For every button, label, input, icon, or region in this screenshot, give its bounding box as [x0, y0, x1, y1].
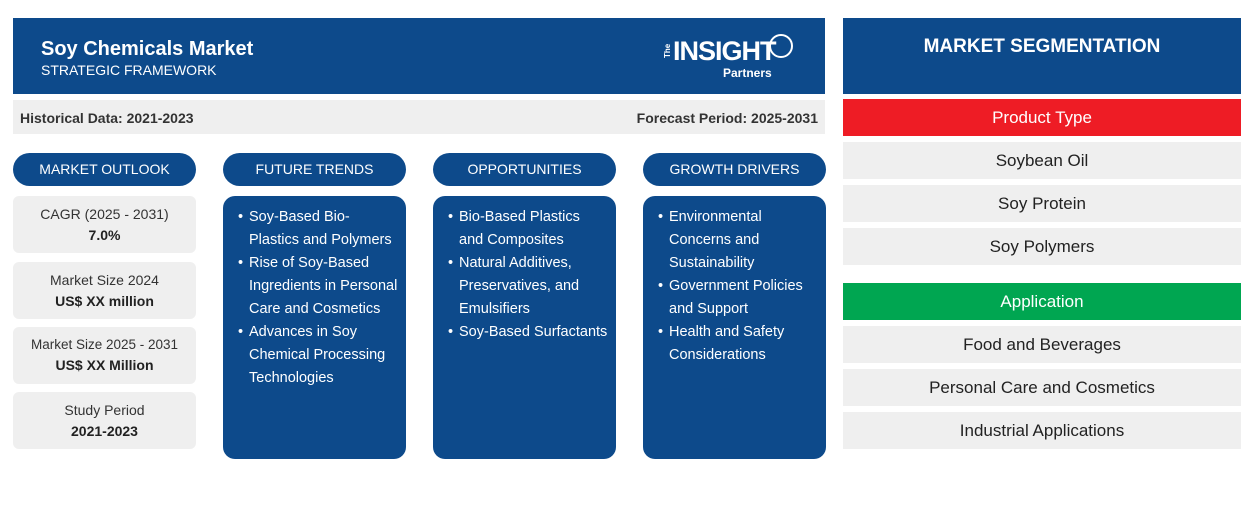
list-item: Environmental Concerns and Sustainabilit… — [658, 206, 818, 275]
stat-value: US$ XX million — [55, 293, 154, 309]
logo-partners: Partners — [723, 66, 772, 80]
segment-item: Personal Care and Cosmetics — [843, 369, 1241, 406]
outlook-market-size-2024: Market Size 2024 US$ XX million — [13, 262, 196, 319]
list-item: Health and Safety Considerations — [658, 321, 818, 367]
growth-drivers-heading: GROWTH DRIVERS — [643, 153, 826, 186]
segment-item: Soy Polymers — [843, 228, 1241, 265]
list-item: Advances in Soy Chemical Processing Tech… — [238, 321, 398, 390]
stat-value: US$ XX Million — [55, 357, 154, 373]
list-item: Government Policies and Support — [658, 275, 818, 321]
logo-insight: INSIGHT — [673, 36, 777, 66]
future-trends-heading: FUTURE TRENDS — [223, 153, 406, 186]
stat-label: CAGR (2025 - 2031) — [40, 206, 169, 222]
segment-item: Industrial Applications — [843, 412, 1241, 449]
application-heading: Application — [843, 283, 1241, 320]
page-title: Soy Chemicals Market — [41, 38, 254, 60]
stat-label: Study Period — [64, 402, 145, 418]
growth-drivers-panel: Environmental Concerns and Sustainabilit… — [643, 196, 826, 459]
period-bar: Historical Data: 2021-2023 Forecast Peri… — [13, 100, 825, 134]
outlook-study-period: Study Period 2021-2023 — [13, 392, 196, 449]
stat-value: 7.0% — [88, 227, 121, 243]
historical-data: Historical Data: 2021-2023 — [20, 110, 194, 126]
outlook-cagr: CAGR (2025 - 2031) 7.0% — [13, 196, 196, 253]
stat-label: Market Size 2025 - 2031 — [30, 337, 179, 352]
list-item: Natural Additives, Preservatives, and Em… — [448, 252, 608, 321]
list-item: Soy-Based Bio-Plastics and Polymers — [238, 206, 398, 252]
segment-item: Soy Protein — [843, 185, 1241, 222]
segment-item: Food and Beverages — [843, 326, 1241, 363]
segment-item: Soybean Oil — [843, 142, 1241, 179]
outlook-market-size-forecast: Market Size 2025 - 2031 US$ XX Million — [13, 327, 196, 384]
logo-the: The — [663, 43, 672, 58]
stat-label: Market Size 2024 — [50, 272, 159, 288]
market-segmentation-title: MARKET SEGMENTATION — [843, 18, 1241, 94]
insight-partners-logo: The INSIGHT Partners — [663, 32, 803, 84]
opportunities-panel: Bio-Based Plastics and Composites Natura… — [433, 196, 616, 459]
header-banner: Soy Chemicals Market STRATEGIC FRAMEWORK… — [13, 18, 825, 94]
list-item: Rise of Soy-Based Ingredients in Persona… — [238, 252, 398, 321]
logo-ring-icon — [769, 34, 793, 58]
list-item: Soy-Based Surfactants — [448, 321, 608, 344]
opportunities-heading: OPPORTUNITIES — [433, 153, 616, 186]
forecast-period: Forecast Period: 2025-2031 — [636, 110, 818, 126]
list-item: Bio-Based Plastics and Composites — [448, 206, 608, 252]
product-type-heading: Product Type — [843, 99, 1241, 136]
market-outlook-heading: MARKET OUTLOOK — [13, 153, 196, 186]
stat-value: 2021-2023 — [71, 423, 138, 439]
future-trends-panel: Soy-Based Bio-Plastics and Polymers Rise… — [223, 196, 406, 459]
page-subtitle: STRATEGIC FRAMEWORK — [41, 62, 217, 78]
